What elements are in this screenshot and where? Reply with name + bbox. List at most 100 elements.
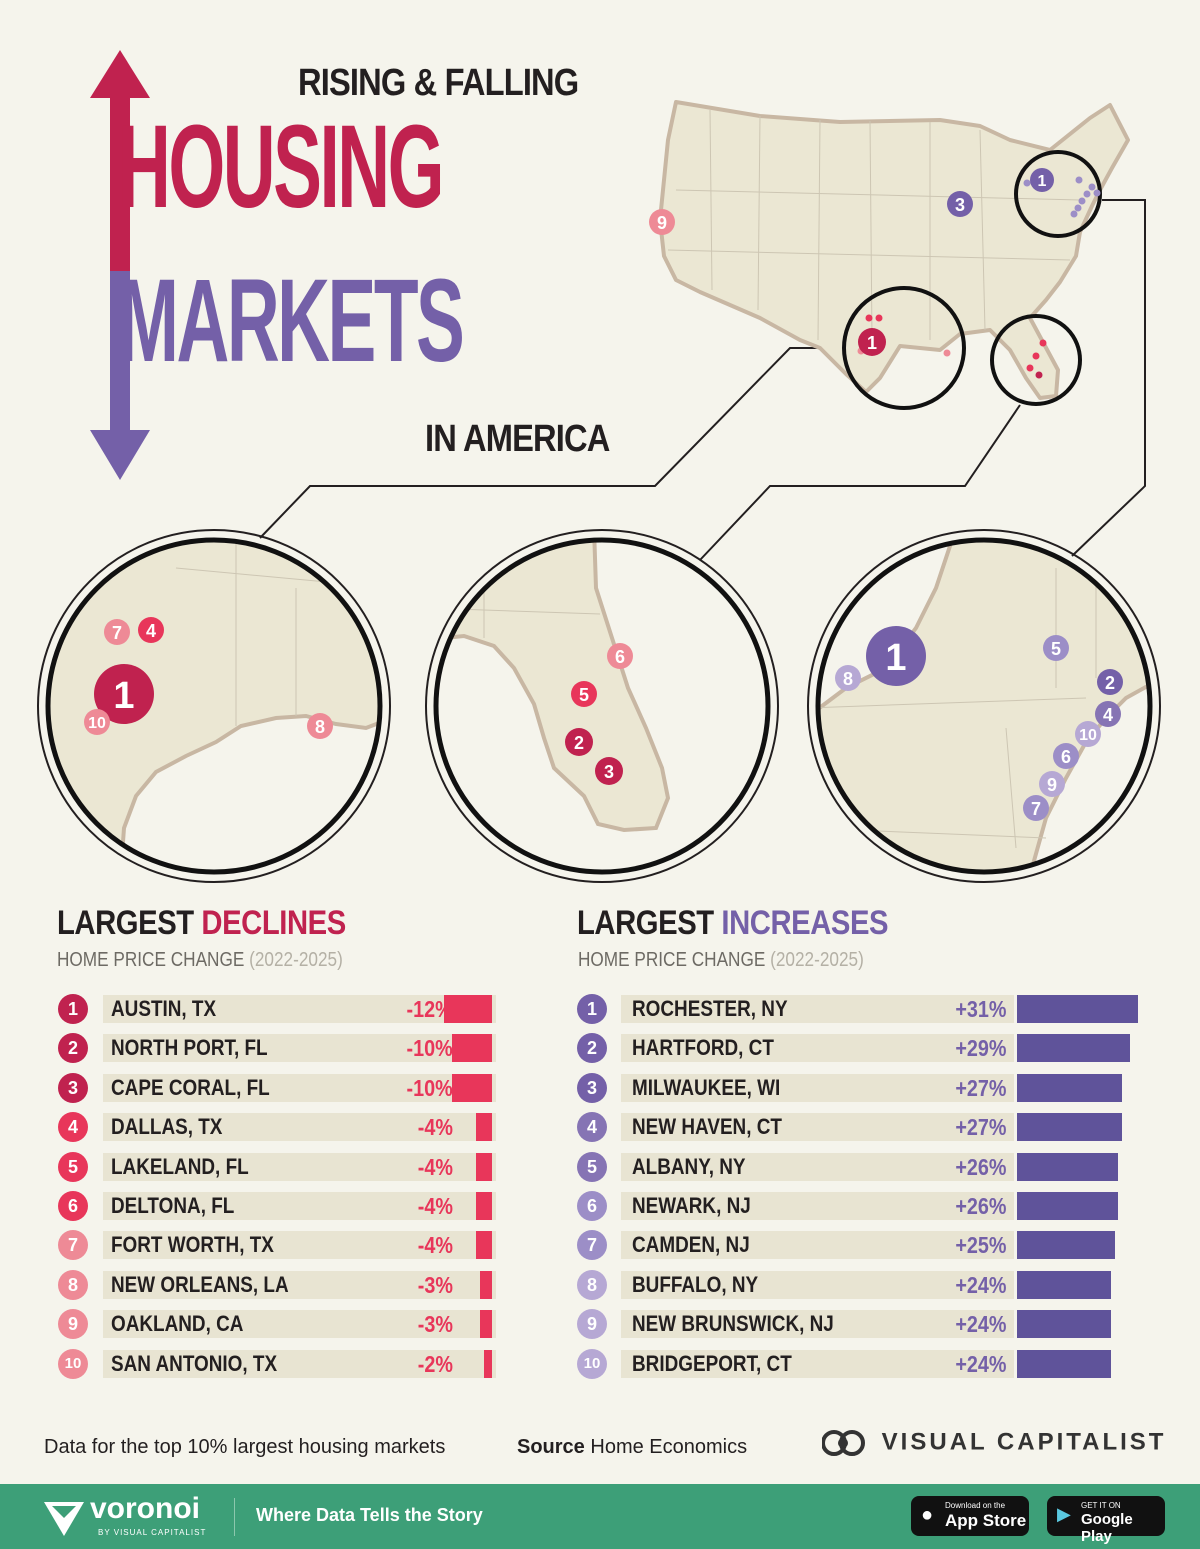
increases-subtitle-text: HOME PRICE CHANGE [578,949,766,971]
row-background [103,995,496,1023]
ne-pin-newhaven-label: 4 [1103,705,1113,725]
ne-pin-buffalo-label: 8 [843,669,853,689]
rank-badge: 6 [58,1191,88,1221]
row-background [621,995,1014,1023]
value-label: +31% [954,996,1006,1022]
fl-pin-lakeland-label: 5 [579,685,589,705]
bar [444,995,492,1023]
value-label: +26% [954,1153,1006,1180]
ne-pin-albany-label: 5 [1051,639,1061,659]
ne-pin-newbrunswick: 9 [1039,771,1065,797]
ne-pin-hartford: 2 [1097,669,1123,695]
rank-badge: 9 [58,1309,88,1340]
row-background [621,1231,1014,1260]
bar [1017,1034,1131,1063]
rank-badge: 8 [577,1269,607,1300]
row-background [621,1310,1014,1339]
title-housing: HOUSING [118,101,445,233]
play-icon: ▶ [1057,1504,1071,1524]
row-background [621,1073,1014,1102]
bar [476,1192,492,1220]
city-label: NEW ORLEANS, LA [111,1271,289,1297]
voronoi-logo-icon [44,1502,84,1536]
ne-pin-camden: 7 [1023,795,1049,821]
city-label: ROCHESTER, NY [632,996,788,1021]
footer-tagline: Where Data Tells the Story [256,1505,483,1525]
fl-pin-capecoral-label: 3 [604,762,614,782]
bar [1017,1073,1123,1102]
down-arrow-shaft [110,271,130,431]
rank-badge: 1 [58,994,88,1024]
ne-pin-camden-label: 7 [1031,799,1041,819]
zoom-texas: 7 4 1 10 8 [37,529,391,883]
up-arrow-shaft [110,96,130,271]
city-label: NEW BRUNSWICK, NJ [632,1311,834,1337]
declines-subtitle: HOME PRICE CHANGE (2022-2025) [57,949,343,972]
bar [1017,1270,1111,1299]
city-label: FORT WORTH, TX [111,1232,274,1258]
table-row: 10 SAN ANTONIO, TX -2% [58,1348,628,1379]
map-pin-oakland: 9 [649,209,675,235]
rank-badge: 5 [58,1151,88,1182]
rank-badge: 7 [577,1230,607,1261]
increases-subtitle-period: (2022-2025) [770,949,864,971]
fl-pin-lakeland: 5 [571,681,597,707]
ne-pin-newbrunswick-label: 9 [1047,775,1057,795]
title-top: RISING & FALLING [298,62,579,104]
increases-subtitle: HOME PRICE CHANGE (2022-2025) [578,949,864,972]
tx-pin-sanantonio-label: 10 [88,715,106,732]
row-background [621,1113,1014,1142]
zoom-northeast: 1 8 5 2 4 10 6 9 7 [807,529,1161,883]
visual-capitalist-logo: VISUAL CAPITALIST [821,1428,1166,1458]
city-label: AUSTIN, TX [111,996,217,1021]
row-background [103,1152,496,1181]
table-row: 5 ALBANY, NY +26% [577,1151,1147,1182]
bar [1017,1310,1111,1339]
bar [1017,1192,1119,1220]
declines-title-emph: DECLINES [201,904,346,942]
footer-note: Data for the top 10% largest housing mar… [44,1436,446,1458]
app-store-button[interactable]: ● Download on the App Store [911,1496,1029,1536]
table-row: 9 NEW BRUNSWICK, NJ +24% [577,1309,1147,1340]
footer-divider [234,1498,235,1536]
table-row: 10 BRIDGEPORT, CT +24% [577,1348,1147,1379]
table-row: 7 FORT WORTH, TX -4% [58,1230,628,1261]
city-label: NORTH PORT, FL [111,1035,268,1061]
table-row: 8 BUFFALO, NY +24% [577,1269,1147,1300]
fl-pin-deltona: 6 [607,643,633,669]
bar [1017,1152,1119,1181]
row-background [621,1270,1014,1299]
ne-pin-newark: 6 [1053,743,1079,769]
rank-badge: 3 [577,1072,607,1103]
city-label: HARTFORD, CT [632,1035,774,1061]
increases-title-prefix: LARGEST [577,904,714,942]
city-label: NEWARK, NJ [632,1193,751,1218]
bar [476,1113,492,1142]
bar [476,1152,492,1181]
rank-badge: 8 [58,1269,88,1300]
source-line: Source Home Economics [517,1436,747,1459]
value-label: -3% [417,1271,453,1298]
rank-badge: 6 [577,1191,607,1221]
table-row: 2 HARTFORD, CT +29% [577,1033,1147,1064]
bar [480,1310,492,1339]
table-row: 1 ROCHESTER, NY +31% [577,994,1147,1024]
title-markets: MARKETS [118,255,465,387]
value-label: -2% [417,1350,453,1377]
fl-pin-capecoral: 3 [595,757,623,785]
bar [476,1231,492,1260]
ne-pin-newark-label: 6 [1061,747,1071,767]
rank-badge: 10 [58,1348,88,1379]
ne-pin-hartford-label: 2 [1105,673,1115,693]
row-background [103,1349,496,1378]
table-row: 3 MILWAUKEE, WI +27% [577,1072,1147,1103]
google-play-small: GET IT ON [1081,1501,1121,1510]
value-label: +24% [954,1311,1006,1338]
value-label: +24% [954,1271,1006,1298]
value-label: -10% [406,1074,453,1101]
google-play-button[interactable]: ▶ GET IT ON Google Play [1047,1496,1165,1545]
bar [452,1034,492,1063]
bar [1017,1231,1115,1260]
map-pin-austin-label: 1 [867,333,877,353]
map-pin-milwaukee-label: 3 [955,195,965,215]
